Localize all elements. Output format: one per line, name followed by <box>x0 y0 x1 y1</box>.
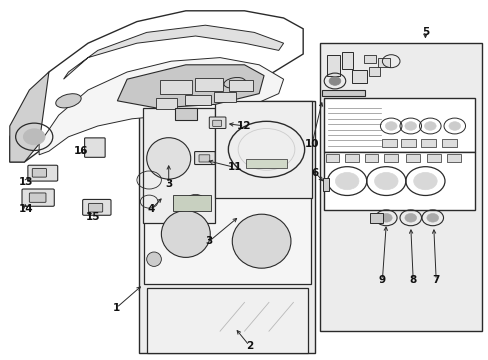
Circle shape <box>404 213 416 222</box>
Text: 8: 8 <box>409 275 416 285</box>
FancyBboxPatch shape <box>324 98 474 152</box>
FancyBboxPatch shape <box>351 70 366 83</box>
FancyBboxPatch shape <box>406 154 419 162</box>
Polygon shape <box>215 101 311 198</box>
Polygon shape <box>39 58 283 155</box>
Text: 10: 10 <box>304 139 319 149</box>
Circle shape <box>374 172 397 190</box>
Ellipse shape <box>146 138 190 179</box>
Polygon shape <box>144 191 310 284</box>
FancyBboxPatch shape <box>209 117 225 129</box>
FancyBboxPatch shape <box>194 78 223 91</box>
FancyBboxPatch shape <box>381 139 396 147</box>
FancyBboxPatch shape <box>84 138 105 157</box>
Polygon shape <box>117 65 264 108</box>
Text: 13: 13 <box>19 177 33 187</box>
FancyBboxPatch shape <box>160 80 191 94</box>
FancyBboxPatch shape <box>420 139 435 147</box>
Text: 3: 3 <box>205 236 212 246</box>
Text: 16: 16 <box>73 146 88 156</box>
FancyBboxPatch shape <box>324 152 474 210</box>
Text: 7: 7 <box>431 275 439 285</box>
FancyBboxPatch shape <box>194 152 215 165</box>
FancyBboxPatch shape <box>364 154 378 162</box>
FancyBboxPatch shape <box>28 165 58 181</box>
FancyBboxPatch shape <box>378 58 389 67</box>
FancyBboxPatch shape <box>369 213 383 223</box>
FancyBboxPatch shape <box>322 90 364 96</box>
Text: 6: 6 <box>311 168 318 178</box>
Text: 15: 15 <box>85 212 100 222</box>
Circle shape <box>424 122 435 130</box>
FancyBboxPatch shape <box>368 67 380 76</box>
FancyBboxPatch shape <box>184 95 211 105</box>
FancyBboxPatch shape <box>401 139 415 147</box>
FancyBboxPatch shape <box>345 154 358 162</box>
FancyBboxPatch shape <box>155 98 177 109</box>
Circle shape <box>380 213 391 222</box>
FancyBboxPatch shape <box>212 120 221 126</box>
Circle shape <box>328 77 340 85</box>
Polygon shape <box>146 288 307 353</box>
Text: 1: 1 <box>113 303 120 313</box>
FancyBboxPatch shape <box>175 108 196 120</box>
Circle shape <box>335 172 358 190</box>
FancyBboxPatch shape <box>139 101 315 353</box>
FancyBboxPatch shape <box>326 55 340 76</box>
Polygon shape <box>10 72 49 162</box>
FancyBboxPatch shape <box>246 159 286 168</box>
FancyBboxPatch shape <box>228 80 252 91</box>
Text: 5: 5 <box>421 27 428 37</box>
Text: 12: 12 <box>237 121 251 131</box>
FancyBboxPatch shape <box>427 154 440 162</box>
FancyBboxPatch shape <box>214 92 235 102</box>
Text: 3: 3 <box>165 179 172 189</box>
Circle shape <box>448 122 460 130</box>
FancyBboxPatch shape <box>363 55 375 63</box>
FancyBboxPatch shape <box>32 168 46 177</box>
FancyBboxPatch shape <box>82 199 111 215</box>
Ellipse shape <box>146 252 161 266</box>
Ellipse shape <box>56 94 81 108</box>
FancyBboxPatch shape <box>341 52 352 69</box>
FancyBboxPatch shape <box>29 193 46 202</box>
Polygon shape <box>10 11 303 162</box>
Circle shape <box>385 122 396 130</box>
FancyBboxPatch shape <box>22 189 54 206</box>
FancyBboxPatch shape <box>323 178 328 191</box>
Ellipse shape <box>232 214 290 268</box>
Polygon shape <box>63 25 283 79</box>
Text: 2: 2 <box>245 341 252 351</box>
FancyBboxPatch shape <box>320 43 481 331</box>
Text: 4: 4 <box>147 204 155 214</box>
FancyBboxPatch shape <box>199 155 209 162</box>
Circle shape <box>404 122 416 130</box>
FancyBboxPatch shape <box>446 154 460 162</box>
Circle shape <box>426 213 438 222</box>
Ellipse shape <box>224 77 245 88</box>
FancyBboxPatch shape <box>325 154 339 162</box>
Circle shape <box>413 172 436 190</box>
FancyBboxPatch shape <box>172 195 211 211</box>
FancyBboxPatch shape <box>441 139 456 147</box>
Circle shape <box>23 129 45 145</box>
Text: 14: 14 <box>19 204 33 214</box>
Text: 11: 11 <box>227 162 242 172</box>
FancyBboxPatch shape <box>88 203 102 212</box>
Text: 9: 9 <box>378 275 385 285</box>
Polygon shape <box>142 108 215 223</box>
Ellipse shape <box>161 211 210 257</box>
FancyBboxPatch shape <box>384 154 397 162</box>
